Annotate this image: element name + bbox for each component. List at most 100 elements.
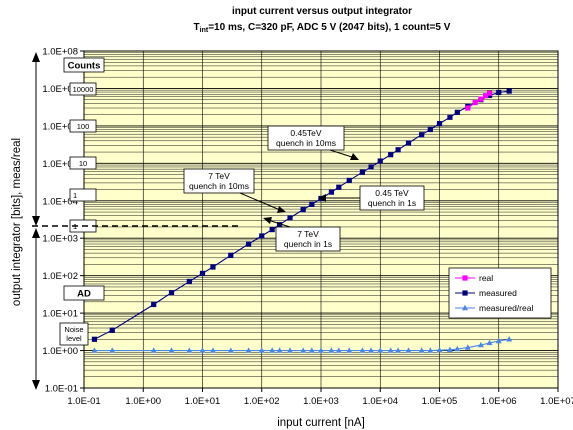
point-measured-real xyxy=(495,337,502,344)
point-measured xyxy=(436,121,443,127)
subtitle-prefix: T xyxy=(194,22,200,33)
point-measured xyxy=(259,233,265,239)
point-measured-real xyxy=(258,347,265,353)
y-tick-label: 1.0E+02 xyxy=(42,271,78,282)
counts-label-10: 10 xyxy=(79,159,87,168)
annotation-7tev-1s: 7 TeV quench in 1s xyxy=(263,217,341,252)
point-measured-real xyxy=(328,347,335,353)
point-measured-real xyxy=(308,347,315,353)
point-measured xyxy=(419,132,425,138)
y-tick-label: 1.0E+00 xyxy=(42,346,78,357)
annotation-045tev-1s-line1: 0.45 TeV xyxy=(375,188,409,198)
y-tick-label: 1.0E+03 xyxy=(42,234,78,245)
legend: real measured measured/real xyxy=(448,267,552,319)
x-tick-label: 1.0E+03 xyxy=(303,396,339,407)
subtitle-sub: int xyxy=(200,27,209,34)
point-real xyxy=(472,99,478,106)
counts-title: Counts xyxy=(68,61,101,72)
point-measured xyxy=(405,140,412,146)
point-measured xyxy=(228,252,234,258)
legend-label-measured: measured xyxy=(479,288,517,298)
x-tick-label: 1.0E+06 xyxy=(481,396,517,407)
counts-label-100: 100 xyxy=(77,122,90,131)
noise-label-1: Noise xyxy=(64,325,83,334)
counts-label-1a: 1 xyxy=(73,191,77,200)
point-measured xyxy=(496,89,502,96)
point-measured-real xyxy=(346,347,353,353)
y-tick-label: 1.0E+01 xyxy=(42,309,78,320)
legend-marker-real xyxy=(462,275,468,281)
point-measured xyxy=(91,336,98,342)
point-measured-real xyxy=(209,347,216,353)
y-tick-label: 1.0E+06 xyxy=(42,121,78,132)
point-measured xyxy=(276,222,283,228)
point-measured xyxy=(427,126,433,133)
annotation-045tev-10ms-line1: 0.45TeV xyxy=(290,128,322,138)
point-measured-real xyxy=(454,345,461,352)
point-measured xyxy=(395,147,401,153)
point-measured xyxy=(269,226,275,233)
ad-label: AD xyxy=(77,289,91,300)
x-tick-label: 1.0E+00 xyxy=(125,396,161,407)
point-measured-real xyxy=(186,347,193,353)
annotation-7tev-10ms-line1: 7 TeV xyxy=(208,171,230,181)
point-measured xyxy=(309,201,315,208)
x-tick-label: 1.0E+05 xyxy=(422,396,458,407)
point-measured xyxy=(186,278,192,285)
point-measured-real xyxy=(464,344,471,350)
point-measured xyxy=(377,158,383,164)
x-axis-label: input current [nA] xyxy=(277,417,365,429)
point-measured-real xyxy=(150,347,157,353)
point-measured-real xyxy=(227,347,234,353)
x-tick-label: 1.0E+02 xyxy=(244,396,280,407)
point-measured xyxy=(287,215,293,221)
point-measured-real xyxy=(109,347,116,353)
point-measured xyxy=(506,88,512,94)
x-tick-label: 1.0E-01 xyxy=(67,396,100,407)
point-measured-real xyxy=(276,347,283,353)
point-measured-real xyxy=(436,347,443,353)
noise-box xyxy=(59,322,89,346)
point-measured xyxy=(447,114,453,120)
ad-arrow-down xyxy=(32,380,40,390)
counts-label-10000: 10000 xyxy=(73,85,94,94)
legend-marker-measured-real xyxy=(462,304,468,311)
subtitle-rest: =10 ms, C=320 pF, ADC 5 V (2047 bits), 1… xyxy=(208,22,451,33)
y-tick-label: 1.0E+04 xyxy=(42,196,78,207)
x-tick-label: 1.0E+04 xyxy=(362,396,398,407)
point-measured-real xyxy=(168,347,175,353)
point-measured-real xyxy=(300,347,307,353)
counts-arrow-down xyxy=(32,216,40,226)
point-measured-real xyxy=(91,347,98,353)
legend-label-measured-real: measured/real xyxy=(479,303,533,313)
point-measured-real xyxy=(287,347,294,353)
point-measured-real xyxy=(427,347,434,353)
point-measured xyxy=(359,169,366,175)
counts-box-10 xyxy=(69,156,97,170)
counts-title-box xyxy=(63,57,105,73)
legend-marker-measured xyxy=(462,290,468,296)
point-measured xyxy=(328,189,335,195)
y-tick-label: 1.0E+05 xyxy=(42,159,78,170)
point-measured xyxy=(246,241,252,247)
point-measured xyxy=(300,207,306,213)
counts-box-1a xyxy=(69,188,97,202)
point-measured-real xyxy=(486,339,493,346)
noise-label-2: level xyxy=(66,334,82,343)
annotation-7tev-1s-line1: 7 TeV xyxy=(297,229,319,239)
point-measured-real xyxy=(418,347,425,353)
point-measured-real xyxy=(506,336,513,342)
point-measured xyxy=(109,327,115,333)
counts-arrow-up xyxy=(32,52,40,62)
chart-title: input current versus output integrator xyxy=(232,6,412,17)
point-measured-real xyxy=(377,347,384,353)
point-measured xyxy=(346,177,352,184)
counts-box-10000 xyxy=(69,82,97,96)
legend-label-real: real xyxy=(479,273,493,283)
point-measured xyxy=(454,109,460,115)
point-measured xyxy=(199,270,206,276)
counts-scale: Counts 10000 100 10 1 1 AD Noise level xyxy=(32,52,240,390)
point-real xyxy=(465,105,471,111)
annotation-7tev-10ms-line2: quench in 10ms xyxy=(189,181,249,191)
